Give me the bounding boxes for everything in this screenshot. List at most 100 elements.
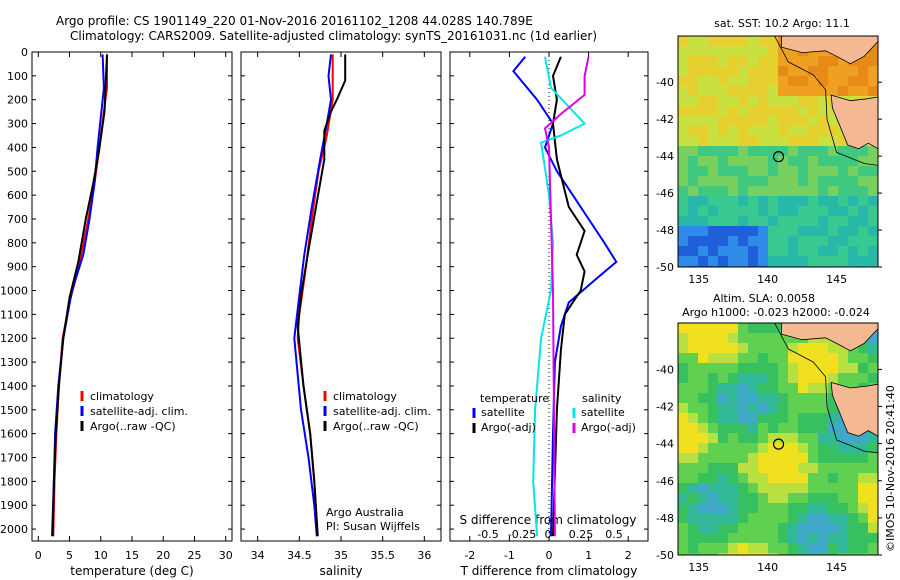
y-tick-label: 100	[7, 70, 28, 83]
chart-panels: 0 5 10 15 20 25 300100200300400500600700800900…	[0, 46, 649, 578]
map-x-tick-label: 135	[688, 561, 709, 574]
legend-title-temperature: temperature	[480, 392, 549, 405]
x-tick-label: 0	[546, 549, 553, 562]
y-tick-label: 600	[7, 189, 28, 202]
y-tick-label: 500	[7, 165, 28, 178]
plot-frame	[31, 51, 233, 542]
map-x-tick-label: 140	[757, 561, 778, 574]
series-line-argo-raw-qc-	[51, 54, 108, 537]
x-tick-label: -1	[504, 549, 515, 562]
map-x-tick-label: 145	[826, 561, 847, 574]
y-tick-label: 900	[7, 261, 28, 274]
land-mainland	[781, 323, 878, 352]
annotation-line: Argo Australia	[326, 506, 404, 519]
bathymetry-contour	[774, 323, 878, 454]
bathymetry-contour	[774, 36, 878, 166]
y-tick-label: 200	[7, 94, 28, 107]
land-tasmania	[830, 381, 878, 437]
annotation-line: PI: Susan Wijffels	[326, 520, 420, 533]
legend-label: satellite-adj. clim.	[90, 405, 188, 418]
y-tick-label: 800	[7, 237, 28, 250]
secondary-x-tick-label: 0	[545, 528, 552, 541]
map-y-tick-label: -48	[656, 224, 674, 237]
x-tick-label: 35.5	[370, 549, 395, 562]
series-line-t-argo-adj-	[551, 56, 586, 537]
map-y-tick-label: -40	[656, 363, 674, 376]
map-x-tick-label: 145	[826, 273, 847, 286]
panel-temperature: 0 5 10 15 20 25 300100200300400500600700800900…	[0, 46, 233, 578]
legend-label: Argo(-adj)	[481, 421, 536, 434]
y-tick-label: 1900	[0, 499, 28, 512]
land-tasmania	[830, 94, 878, 150]
legend-title-salinity: salinity	[582, 392, 622, 405]
map-sla-subtitle: Argo h1000: -0.023 h2000: -0.024	[682, 306, 870, 319]
map-map_sla: 135 140 145 -40 -42 -44 -46 -48 -50	[656, 322, 882, 574]
secondary-x-tick-label: 0.25	[569, 528, 594, 541]
map-y-tick-label: -48	[656, 512, 674, 525]
legend-label: Argo(..raw -QC)	[333, 420, 419, 433]
x-tick-label: 0	[35, 549, 42, 562]
map-y-tick-label: -42	[656, 113, 674, 126]
legend-label: satellite	[481, 406, 525, 419]
secondary-x-axis-label: S difference from climatology	[460, 513, 637, 527]
x-tick-label: 2	[625, 549, 632, 562]
legend-label: Argo(-adj)	[581, 421, 636, 434]
legend-label: climatology	[90, 390, 154, 403]
y-tick-label: 0	[21, 46, 28, 59]
x-tick-label: 15	[125, 549, 139, 562]
map-y-tick-label: -40	[656, 76, 674, 89]
y-tick-label: 2000	[0, 523, 28, 536]
argo-location-marker	[772, 151, 785, 163]
map-y-tick-label: -46	[656, 475, 674, 488]
y-tick-label: 1400	[0, 380, 28, 393]
map-frame	[677, 322, 879, 556]
x-tick-label: 1	[585, 549, 592, 562]
panel-salinity: 34 34.5 35 35.5 36 salinity climatology satelli…	[240, 51, 442, 578]
legend-label: Argo(..raw -QC)	[90, 420, 176, 433]
x-axis-label: T difference from climatology	[460, 564, 638, 578]
y-tick-label: 1700	[0, 452, 28, 465]
x-tick-label: 25	[188, 549, 202, 562]
x-tick-label: 30	[219, 549, 233, 562]
y-tick-label: 400	[7, 141, 28, 154]
y-tick-label: 1000	[0, 285, 28, 298]
credit-text: ©IMOS 10-Nov-2016 20:41:40	[884, 385, 897, 552]
map-frame	[677, 35, 879, 268]
secondary-x-tick-label: -0.25	[508, 528, 536, 541]
map-y-tick-label: -50	[656, 261, 674, 274]
y-tick-label: 1200	[0, 332, 28, 345]
map-y-tick-label: -44	[656, 150, 674, 163]
map-x-tick-label: 140	[757, 273, 778, 286]
map-field	[678, 323, 878, 555]
x-tick-label: 5	[66, 549, 73, 562]
x-axis-label: temperature (deg C)	[70, 564, 193, 578]
land-mainland	[781, 36, 878, 65]
series-line-argo-raw-qc-	[296, 54, 347, 537]
x-axis-label: salinity	[319, 564, 362, 578]
map-field	[678, 36, 878, 267]
legend-label: satellite-adj. clim.	[333, 405, 431, 418]
secondary-x-tick-label: -0.5	[477, 528, 498, 541]
x-tick-label: 34.5	[287, 549, 312, 562]
series-line-t-satellite	[512, 56, 618, 537]
map-x-tick-label: 135	[688, 273, 709, 286]
map-y-tick-label: -42	[656, 401, 674, 414]
y-tick-label: 1100	[0, 308, 28, 321]
figure-title-line2: Climatology: CARS2009. Satellite-adjuste…	[70, 29, 598, 43]
map-map_sst: 135 140 145 -40 -42 -44 -46 -48 -50	[656, 35, 882, 286]
legend-label: satellite	[581, 406, 625, 419]
x-tick-label: -2	[464, 549, 475, 562]
panel-difference: -2 -1 0 1 2 T difference from climatology S di…	[449, 51, 649, 578]
map-y-tick-label: -44	[656, 438, 674, 451]
y-tick-label: 1300	[0, 356, 28, 369]
y-tick-label: 300	[7, 118, 28, 131]
series-line-s-argo-adj-	[543, 56, 590, 537]
legend-label: climatology	[333, 390, 397, 403]
map-panels: 135 140 145 -40 -42 -44 -46 -48 -50 135 140 145 -40 -…	[656, 17, 882, 574]
map-sla-title: Altim. SLA: 0.0058	[713, 292, 815, 305]
x-tick-label: 36	[417, 549, 431, 562]
map-y-tick-label: -50	[656, 549, 674, 562]
secondary-x-tick-label: 0.5	[605, 528, 623, 541]
x-tick-label: 35	[334, 549, 348, 562]
